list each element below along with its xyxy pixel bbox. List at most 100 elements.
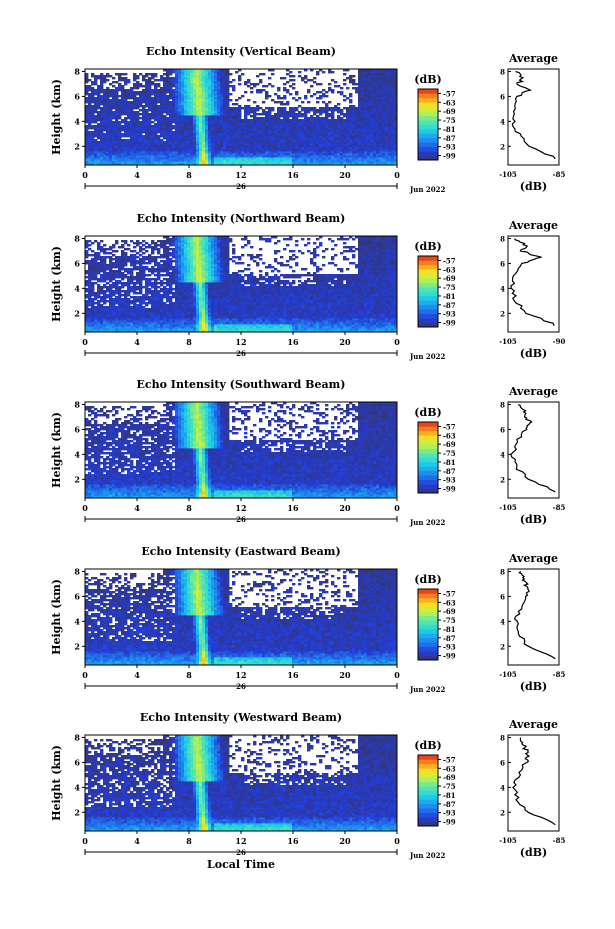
heatmap-cell [280,107,283,109]
heatmap-cell [145,266,148,268]
heatmap-cell [103,133,106,135]
average-y-tick-label: 2 [500,142,505,151]
heatmap-cell [85,294,88,296]
x-tick-label: 0 [82,170,88,180]
heatmap-cell [112,81,115,83]
heatmap-cell [163,73,166,75]
colorbar-segment [418,116,438,121]
heatmap-cell [292,97,295,99]
heatmap-cell [133,276,136,278]
heatmap-cell [343,95,346,97]
heatmap-cell [85,97,88,99]
heatmap-cell [232,107,235,109]
heatmap-cell [265,111,268,113]
heatmap-cell [91,131,94,133]
heatmap-cell [343,83,346,85]
heatmap-cell [148,274,151,276]
heatmap-cell [298,119,301,121]
heatmap-cell [259,89,262,91]
heatmap-cell [94,75,97,77]
heatmap-cell [88,93,91,95]
heatmap-cell [139,242,142,244]
heatmap-cell [151,81,154,83]
heatmap-cell [130,250,133,252]
heatmap-cell [103,244,106,246]
heatmap-cell [124,73,127,75]
average-title: Average [508,52,558,65]
heatmap-cell [328,107,331,109]
heatmap-cell [355,87,358,89]
heatmap-cell [142,75,145,77]
heatmap-cell [121,282,124,284]
heatmap-cell [286,89,289,91]
heatmap-cell [331,71,334,73]
heatmap-cell [121,125,124,127]
panel-1: Echo Intensity (Vertical Beam)Height (km… [50,45,565,194]
heatmap-cell [265,107,268,109]
colorbar-tick-label: -57 [443,89,456,98]
heatmap-cell [91,254,94,256]
heatmap-cell [142,294,145,296]
heatmap-cell [115,256,118,258]
heatmap-cell [112,85,115,87]
heatmap-cell [337,85,340,87]
heatmap-cell [91,258,94,260]
heatmap-cell [100,256,103,258]
heatmap-cell [136,266,139,268]
heatmap-cell [139,254,142,256]
heatmap-cell [94,125,97,127]
heatmap-cell [289,85,292,87]
heatmap-cell [283,77,286,79]
heatmap-cell [136,296,139,298]
colorbar-segment [418,125,438,130]
heatmap-cell [136,272,139,274]
heatmap-cell [256,83,259,85]
heatmap-cell [274,101,277,103]
heatmap-cell [97,278,100,280]
heatmap-cell [319,117,322,119]
heatmap-cell [118,256,121,258]
heatmap-cell [106,282,109,284]
heatmap-cell [271,73,274,75]
colorbar-segment [418,142,438,147]
heatmap-cell [160,87,163,89]
heatmap-cell [346,107,349,109]
heatmap-cell [139,246,142,248]
heatmap-cell [172,125,175,127]
heatmap-cell [259,107,262,109]
heatmap-cell [91,81,94,83]
colorbar-tick-label: -75 [443,116,456,125]
x-tick-label: 20 [339,170,351,180]
heatmap-cell [349,105,352,107]
heatmap-cell [241,73,244,75]
heatmap-cell [91,242,94,244]
heatmap-cell [136,81,139,83]
x-tick-label: 16 [287,170,299,180]
heatmap-cell [295,107,298,109]
heatmap-cell [157,83,160,85]
heatmap-cell [262,101,265,103]
heatmap-cell [352,75,355,77]
heatmap-cell [112,258,115,260]
heatmap-cell [166,117,169,119]
heatmap-cell [139,91,142,93]
heatmap-cell [121,133,124,135]
heatmap-cell [298,105,301,107]
heatmap-cell [154,79,157,81]
heatmap-cell [121,272,124,274]
heatmap-cell [250,119,253,121]
heatmap-cell [280,119,283,121]
heatmap-cell [106,248,109,250]
heatmap-cell [130,101,133,103]
heatmap-cell [343,99,346,101]
heatmap-cell [109,99,112,101]
heatmap-cell [253,107,256,109]
heatmap-cell [343,73,346,75]
heatmap-cell [346,87,349,89]
heatmap-cell [343,113,346,115]
heatmap-cell [118,99,121,101]
heatmap-cell [91,282,94,284]
heatmap-cell [127,276,130,278]
heatmap-cell [295,113,298,115]
heatmap-cell [262,85,265,87]
